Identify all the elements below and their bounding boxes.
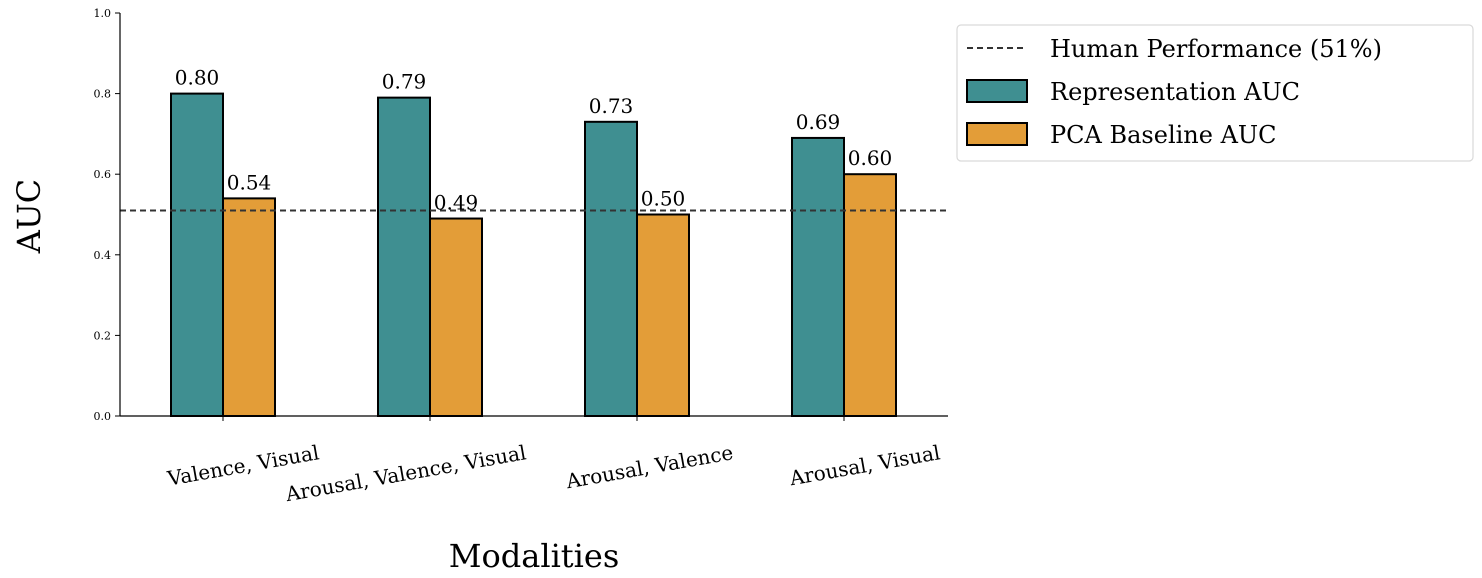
bar-pca-baseline-auc-valence-visual xyxy=(222,197,276,417)
bar-pca-baseline-auc-arousal-valence-visual xyxy=(429,217,483,417)
legend-swatch-representation-auc xyxy=(966,79,1028,103)
legend: Human Performance (51%) Representation A… xyxy=(956,24,1474,162)
y-tick-label: 0.8 xyxy=(94,88,112,101)
bar-representation-auc-arousal-visual xyxy=(791,136,845,417)
legend-label-representation-auc: Representation AUC xyxy=(1050,78,1300,106)
plot-area xyxy=(120,92,948,417)
x-tick-label-arousal-valence-visual: Arousal, Valence, Visual xyxy=(283,440,528,506)
y-tick-label: 0.0 xyxy=(94,410,112,423)
bar-pca-baseline-auc-arousal-valence xyxy=(636,213,690,417)
bar-value-labels: 0.80 0.79 0.73 0.69 0.54 0.49 0.50 0.60 xyxy=(175,66,893,215)
bar-label-representation-auc-arousal-valence: 0.73 xyxy=(589,94,634,118)
bar-label-representation-auc-valence-visual: 0.80 xyxy=(175,66,220,90)
x-tick-label-arousal-valence: Arousal, Valence xyxy=(563,440,734,493)
x-tick-label-arousal-visual: Arousal, Visual xyxy=(787,440,942,490)
y-tick-label: 0.4 xyxy=(94,249,112,262)
bar-label-pca-baseline-auc-arousal-valence-visual: 0.49 xyxy=(434,191,479,215)
y-tick-label: 0.6 xyxy=(94,168,112,181)
bar-label-representation-auc-arousal-visual: 0.69 xyxy=(796,110,841,134)
legend-frame xyxy=(956,24,1474,162)
bar-label-pca-baseline-auc-arousal-valence: 0.50 xyxy=(641,187,686,211)
legend-label-human-performance: Human Performance (51%) xyxy=(1050,35,1382,63)
bar-label-pca-baseline-auc-arousal-visual: 0.60 xyxy=(848,146,893,170)
axes xyxy=(119,13,948,417)
y-axis-title: AUC xyxy=(10,179,48,255)
y-tick-label: 1.0 xyxy=(94,7,112,20)
bar-representation-auc-arousal-valence xyxy=(584,120,638,417)
bar-label-representation-auc-arousal-valence-visual: 0.79 xyxy=(382,70,427,94)
bar-pca-baseline-auc-arousal-visual xyxy=(843,173,897,417)
bar-representation-auc-arousal-valence-visual xyxy=(377,96,431,417)
bar-label-pca-baseline-auc-valence-visual: 0.54 xyxy=(227,170,272,194)
bar-representation-auc-valence-visual xyxy=(170,92,224,417)
legend-swatch-pca-baseline-auc xyxy=(966,122,1028,146)
legend-label-pca-baseline-auc: PCA Baseline AUC xyxy=(1050,121,1277,149)
x-axis-title: Modalities xyxy=(449,537,620,575)
y-tick-label: 0.2 xyxy=(94,329,112,342)
